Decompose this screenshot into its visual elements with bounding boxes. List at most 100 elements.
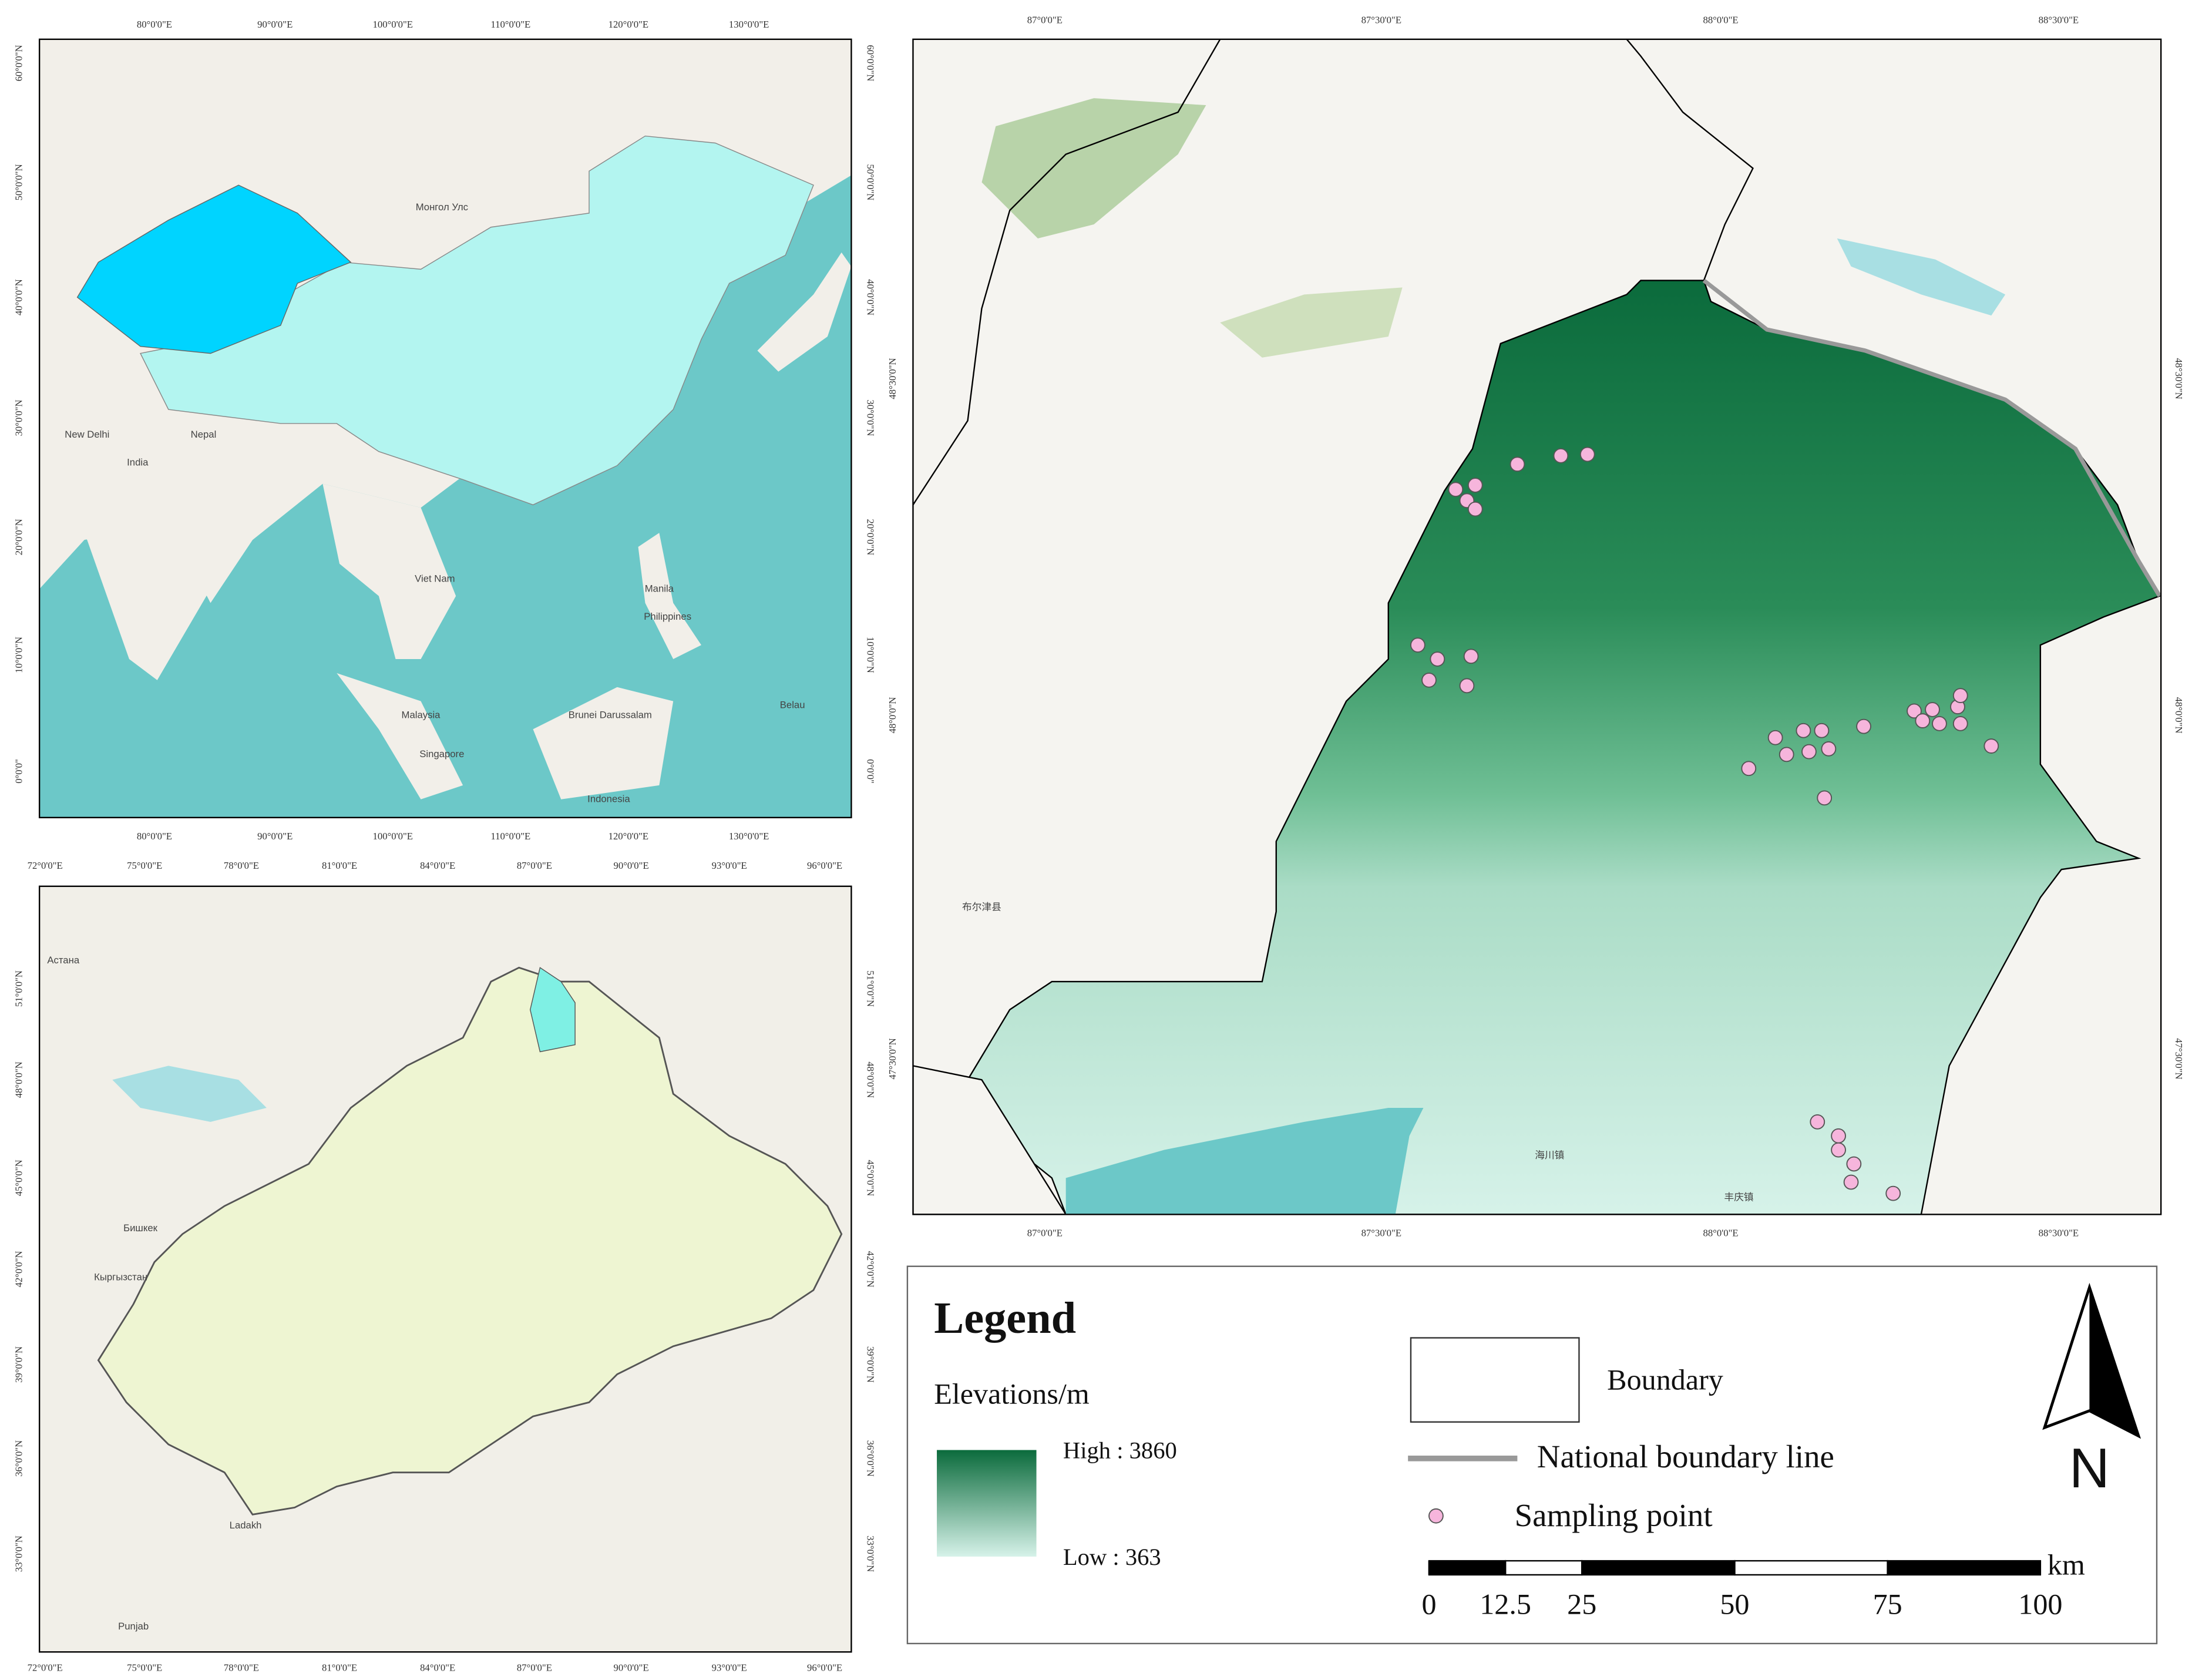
sampling-point [1448, 482, 1464, 498]
y-coord-label: 60°0'0"N [865, 45, 876, 81]
y-coord-label: 48°30'0"N [887, 358, 898, 399]
x-coord-label: 87°0'0"E [1027, 15, 1063, 26]
y-coord-label: 45°0'0"N [865, 1160, 876, 1196]
study-map [913, 39, 2161, 1215]
place-label: 丰庆镇 [1724, 1192, 1754, 1203]
boundary [1626, 39, 1754, 281]
sampling-point [1952, 688, 1968, 703]
sampling-point [1579, 446, 1595, 462]
y-coord-label: 30°0'0"N [14, 399, 25, 436]
japan-land [757, 252, 852, 372]
sampling-point [1856, 718, 1871, 734]
sampling-point [1553, 448, 1569, 463]
scale-label: 75 [1873, 1587, 1902, 1620]
sampling-point [1459, 678, 1475, 694]
lake [1065, 1107, 1424, 1215]
x-coord-label: 90°0'0"E [614, 1662, 649, 1674]
y-coord-label: 48°0'0"N [2173, 697, 2184, 734]
y-coord-label: 40°0'0"N [865, 279, 876, 315]
y-coord-label: 48°30'0"N [2173, 358, 2184, 399]
sampling-point [1796, 723, 1811, 738]
y-coord-label: 50°0'0"N [865, 164, 876, 200]
x-coord-label: 88°30'0"E [2039, 1228, 2079, 1239]
xinjiang [97, 966, 843, 1516]
sampling-point [1421, 672, 1437, 688]
y-coord-label: 45°0'0"N [14, 1160, 25, 1196]
sampling-point [1779, 747, 1794, 762]
scale-label: 25 [1567, 1587, 1596, 1620]
land [913, 1065, 1067, 1215]
x-coord-label: 90°0'0"E [614, 860, 649, 871]
y-coord-label: 10°0'0"N [14, 637, 25, 673]
place-label: Монгол Улс [416, 201, 468, 213]
y-coord-label: 30°0'0"N [865, 399, 876, 436]
x-coord-label: 84°0'0"E [420, 1662, 455, 1674]
y-coord-label: 0°0'0" [14, 759, 25, 784]
elevation-ramp [937, 1450, 1037, 1557]
y-coord-label: 60°0'0"N [14, 45, 25, 81]
y-coord-label: 39°0'0"N [865, 1346, 876, 1383]
y-coord-label: 39°0'0"N [14, 1346, 25, 1383]
boundary-swatch [1410, 1337, 1580, 1423]
sampling-point [1846, 1156, 1862, 1172]
place-label: Кыргызстан [94, 1272, 147, 1283]
x-coord-label: 80°0'0"E [137, 19, 172, 30]
x-coord-label: 81°0'0"E [322, 1662, 357, 1674]
xinjiang [76, 184, 352, 354]
y-coord-label: 48°0'0"N [14, 1061, 25, 1098]
place-label: Belau [780, 700, 805, 711]
lake [112, 1066, 267, 1122]
scale-label: 0 [1421, 1587, 1436, 1620]
x-coord-label: 81°0'0"E [322, 860, 357, 871]
sampling-point [1932, 715, 1947, 731]
sampling-label: Sampling point [1515, 1497, 1713, 1533]
x-coord-label: 110°0'0"E [490, 831, 530, 842]
sampling-point [1983, 738, 1999, 754]
sampling-point [1509, 456, 1525, 472]
x-coord-label: 87°30'0"E [1361, 15, 1401, 26]
x-coord-label: 80°0'0"E [137, 831, 172, 842]
x-coord-label: 88°0'0"E [1703, 1228, 1738, 1239]
y-coord-label: 48°0'0"N [865, 1061, 876, 1098]
study-frame [912, 38, 2162, 1215]
sampling-point [1831, 1142, 1846, 1158]
borneo-land [533, 687, 674, 799]
sampling-point [1817, 790, 1833, 806]
sampling-swatch [1428, 1508, 1444, 1524]
y-coord-label: 36°0'0"N [865, 1440, 876, 1477]
y-coord-label: 33°0'0"N [14, 1535, 25, 1572]
x-coord-label: 96°0'0"E [807, 1662, 842, 1674]
xinjiang-map [39, 886, 852, 1652]
legend-box [906, 1265, 2158, 1645]
sampling-point [1814, 723, 1830, 738]
place-label: Brunei Darussalam [569, 709, 652, 720]
place-label: Nepal [191, 429, 217, 440]
x-coord-label: 90°0'0"E [257, 19, 293, 30]
forest [981, 98, 1206, 238]
y-coord-label: 10°0'0"N [865, 637, 876, 673]
place-label: Viet Nam [415, 573, 455, 584]
india-land [56, 421, 281, 680]
place-label: Philippines [644, 611, 691, 622]
china [139, 135, 814, 506]
scale-bar: 0 12.5 25 50 75 100 [1421, 1560, 2062, 1620]
y-coord-label: 36°0'0"N [14, 1440, 25, 1477]
scale-label: 50 [1720, 1587, 1749, 1620]
x-coord-label: 78°0'0"E [224, 860, 259, 871]
sampling-point [1767, 730, 1783, 745]
scale-segment [1581, 1560, 1736, 1576]
x-coord-label: 88°0'0"E [1703, 15, 1738, 26]
x-coord-label: 88°30'0"E [2039, 15, 2079, 26]
y-coord-label: 42°0'0"N [14, 1251, 25, 1288]
sampling-point [1741, 761, 1757, 777]
sampling-point [1467, 478, 1483, 493]
place-label: Punjab [118, 1621, 149, 1632]
x-coord-label: 110°0'0"E [490, 19, 530, 30]
sampling-point [1885, 1185, 1901, 1201]
place-label: 海川镇 [1535, 1150, 1564, 1161]
sampling-point [1810, 1114, 1825, 1130]
scale-label: 12.5 [1480, 1587, 1531, 1620]
place-label: India [127, 457, 149, 468]
scale-segment [1504, 1560, 1583, 1576]
national-boundary-label: National boundary line [1537, 1439, 1834, 1474]
